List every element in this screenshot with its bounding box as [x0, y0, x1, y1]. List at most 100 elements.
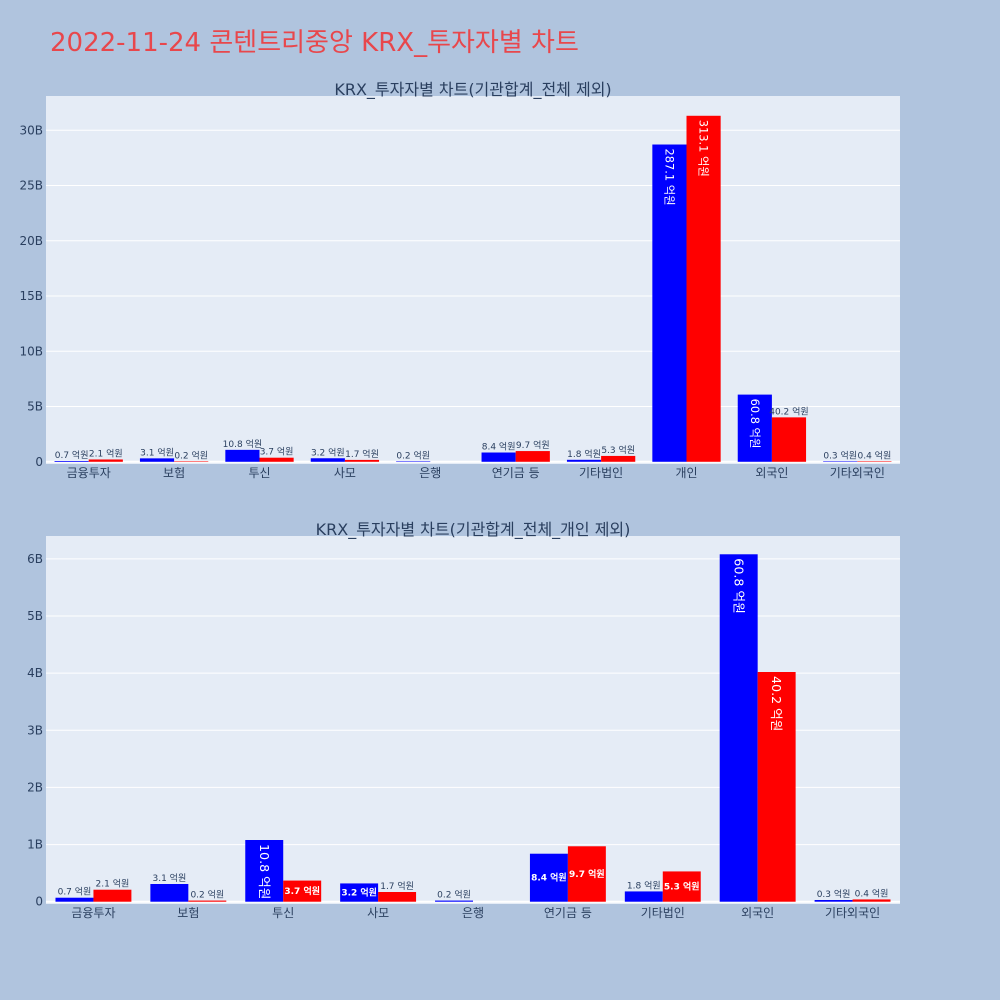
- x-tick-label: 은행: [462, 905, 484, 920]
- x-tick-label: 연기금 등: [492, 466, 540, 480]
- y-tick-label: 1B: [27, 838, 43, 852]
- x-tick-label: 개인: [675, 466, 697, 480]
- data-label: 3.7 억원: [260, 446, 294, 458]
- bar: [310, 458, 345, 462]
- data-label: 0.4 억원: [855, 887, 889, 899]
- y-tick-label: 30B: [19, 123, 43, 137]
- x-tick-label: 투신: [248, 466, 270, 480]
- data-label: 1.7 억원: [345, 448, 379, 460]
- bar: [435, 900, 473, 902]
- x-tick-label: 외국인: [741, 906, 774, 920]
- bar: [174, 461, 209, 462]
- x-tick-label: 사모: [367, 906, 389, 920]
- data-label: 0.3 억원: [823, 449, 857, 461]
- bar: [757, 672, 796, 902]
- data-label: 2.1 억원: [96, 878, 130, 890]
- data-label: 287.1 억원: [662, 149, 676, 206]
- bar: [823, 461, 858, 462]
- bar: [601, 455, 636, 462]
- bar: [567, 846, 606, 902]
- x-tick-label: 사모: [334, 466, 356, 480]
- bar: [652, 144, 687, 462]
- bar: [93, 889, 132, 902]
- data-label: 9.7 억원: [516, 439, 550, 451]
- bar: [188, 900, 227, 902]
- data-label: 9.7 억원: [569, 868, 605, 880]
- data-label: 60.8 억원: [748, 399, 762, 449]
- x-tick-label: 기타법인: [579, 466, 623, 480]
- bar: [396, 461, 431, 462]
- x-tick-label: 은행: [419, 465, 441, 480]
- bar: [529, 853, 568, 902]
- x-tick-label: 투신: [272, 906, 294, 920]
- data-label: 0.2 억원: [190, 889, 224, 901]
- data-label: 40.2 억원: [769, 676, 784, 731]
- x-tick-label: 기타법인: [641, 906, 685, 920]
- data-label: 5.3 억원: [664, 881, 700, 893]
- bar: [150, 884, 189, 902]
- data-label: 3.7 억원: [284, 885, 320, 897]
- y-tick-label: 2B: [27, 780, 43, 794]
- bar: [662, 871, 701, 902]
- bar: [481, 452, 516, 462]
- data-label: 3.1 억원: [152, 872, 186, 884]
- data-label: 2.1 억원: [89, 447, 123, 459]
- x-tick-label: 보험: [163, 466, 185, 480]
- y-tick-label: 20B: [19, 234, 43, 248]
- bar: [340, 883, 379, 902]
- y-tick-label: 0: [35, 455, 43, 469]
- data-label: 10.8 억원: [223, 438, 262, 450]
- data-label: 60.8 억원: [731, 558, 746, 613]
- data-label: 3.2 억원: [311, 446, 345, 458]
- bar: [259, 457, 294, 462]
- y-tick-label: 3B: [27, 723, 43, 737]
- data-label: 1.8 억원: [567, 448, 601, 460]
- bar: [857, 461, 892, 462]
- data-label: 0.3 억원: [817, 888, 851, 900]
- x-tick-label: 연기금 등: [544, 906, 592, 920]
- y-tick-label: 0: [35, 895, 43, 909]
- data-label: 40.2 억원: [769, 405, 808, 417]
- data-label: 1.8 억원: [627, 879, 661, 891]
- data-label: 0.2 억원: [437, 889, 471, 901]
- y-tick-label: 5B: [27, 400, 43, 414]
- data-label: 0.7 억원: [58, 886, 92, 898]
- y-tick-label: 25B: [19, 179, 43, 193]
- data-label: 0.2 억원: [174, 449, 208, 461]
- bar: [378, 892, 417, 902]
- x-tick-label: 보험: [177, 906, 199, 920]
- x-tick-label: 금융투자: [71, 906, 115, 920]
- data-label: 3.2 억원: [341, 887, 377, 899]
- x-tick-label: 외국인: [755, 466, 788, 480]
- bar: [737, 394, 772, 462]
- y-tick-label: 15B: [19, 289, 43, 303]
- bar: [814, 900, 853, 902]
- y-tick-label: 6B: [27, 552, 43, 566]
- data-label: 10.8 억원: [257, 844, 272, 899]
- x-tick-label: 금융투자: [67, 466, 111, 480]
- bar: [283, 880, 322, 902]
- bar: [88, 459, 123, 462]
- page-title: 2022-11-24 콘텐트리중앙 KRX_투자자별 차트: [50, 28, 579, 58]
- y-tick-label: 4B: [27, 666, 43, 680]
- bar: [719, 554, 758, 902]
- data-label: 8.4 억원: [482, 441, 516, 453]
- x-tick-label: 기타외국인: [825, 906, 880, 920]
- data-label: 0.2 억원: [396, 449, 430, 461]
- y-tick-label: 5B: [27, 609, 43, 623]
- bar: [566, 459, 602, 462]
- data-label: 313.1 억원: [697, 120, 711, 177]
- data-label: 3.1 억원: [140, 446, 174, 458]
- chart-panel-1: 0 5B 10B 15B 20B 25B 30B KRX_투자자별 차트(기관합계_전체 제외…: [19, 80, 900, 480]
- chart-title: KRX_투자자별 차트(기관합계_전체 제외): [334, 80, 611, 100]
- bar: [624, 891, 663, 902]
- bar: [245, 840, 284, 902]
- data-label: 5.3 억원: [601, 444, 635, 456]
- data-label: 8.4 억원: [531, 872, 567, 884]
- bar: [55, 897, 94, 902]
- bar: [139, 458, 175, 462]
- data-label: 0.4 억원: [858, 449, 892, 461]
- chart-title: KRX_투자자별 차트(기관합계_전체_개인 제외): [316, 520, 631, 540]
- bar: [771, 417, 807, 462]
